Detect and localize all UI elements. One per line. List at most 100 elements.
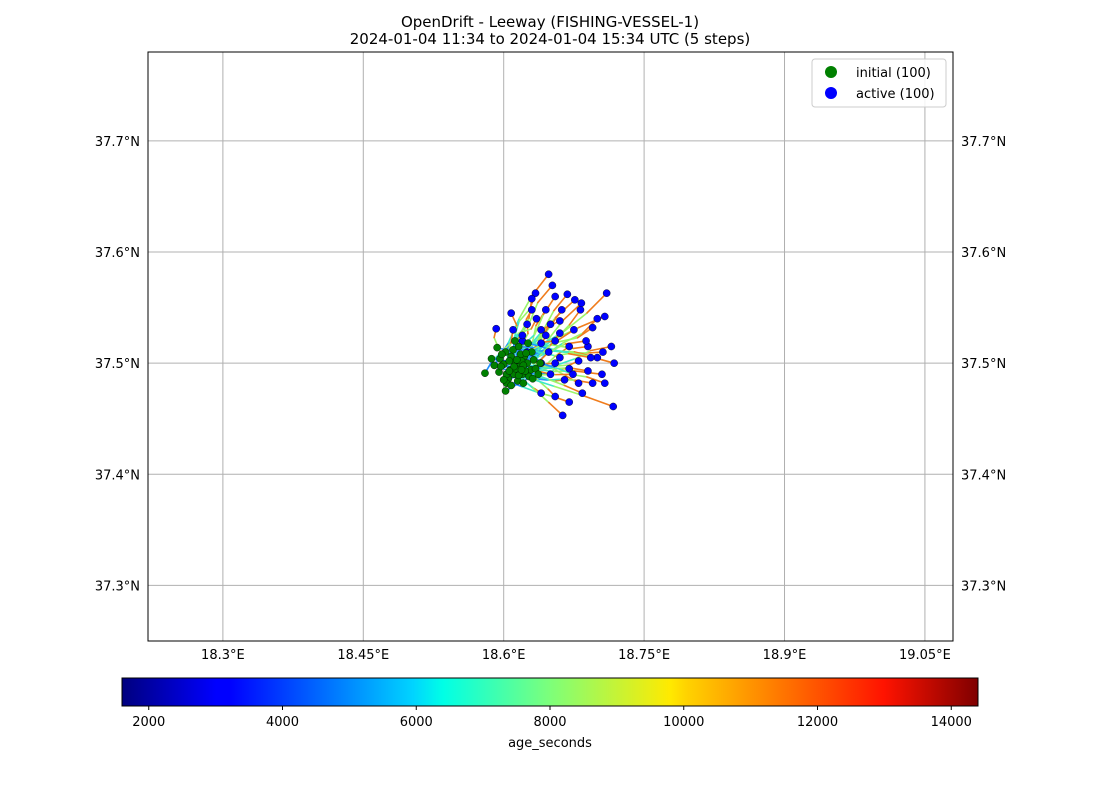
active-particle [542,331,550,340]
trajectory-segment [574,374,588,378]
active-particle [551,359,559,367]
colorbar-tick-label: 10000 [663,715,704,730]
y-tick-label-left: 37.7°N [95,135,140,150]
active-particle [560,376,569,384]
chart-subtitle: 2024-01-04 11:34 to 2024-01-04 15:34 UTC… [350,30,750,48]
y-tick-label-right: 37.3°N [961,579,1006,594]
active-particle [607,342,616,351]
initial-particle [528,374,537,383]
trajectory-segment [581,394,615,408]
initial-particle [517,366,526,374]
trajectory-segment [549,343,567,352]
y-tick-label-right: 37.6°N [961,246,1006,261]
active-particle [546,370,555,379]
active-particle [574,357,583,365]
colorbar: 2000 4000 6000 8000 10000 12000 14000 age_seco… [121,677,979,751]
active-particle [574,379,583,387]
legend-box [811,58,947,108]
active-particle [537,339,545,347]
initial-particle [522,349,530,357]
active-particle [582,337,590,345]
active-particle [586,353,595,362]
colorbar-tick-label: 14000 [931,715,972,730]
trajectory-segment [538,344,552,357]
active-particle [556,329,564,337]
y-tick-label-right: 37.5°N [961,357,1006,372]
initial-particle [497,362,505,371]
active-particle [563,290,572,299]
y-tick-label-left: 37.4°N [95,468,140,483]
trajectory-segment [534,376,550,391]
trajectory-segment [553,385,583,397]
x-tick-label: 18.9°E [763,648,807,663]
active-particle [600,379,609,387]
colorbar-tick-label: 8000 [533,715,566,730]
legend-label-initial: initial (100) [856,66,931,81]
active-particle [556,353,564,362]
chart-title: OpenDrift - Leeway (FISHING-VESSEL-1) [401,13,699,31]
trajectory-segment [568,351,592,358]
initial-particle [524,339,532,347]
active-particle [537,326,545,334]
active-particle [610,359,618,367]
y-tick-label-right: 37.7°N [961,135,1006,150]
x-tick-label: 18.45°E [337,648,389,663]
legend-marker-initial [825,66,837,78]
y-tick-label-left: 37.5°N [95,357,140,372]
trajectory-segment [586,292,608,314]
initial-particle [510,362,518,371]
trajectory-segment [563,312,588,332]
active-particle [518,331,527,340]
initial-particle [499,376,508,384]
initial-particle [498,350,506,359]
trajectory-segment [542,355,556,369]
x-tick-label: 18.75°E [618,648,670,663]
colorbar-ticks: 2000 4000 6000 8000 10000 12000 14000 [132,706,972,730]
trajectory-segment [556,357,576,366]
active-particle [527,294,536,303]
active-particle [558,411,567,420]
initial-particle [534,370,543,379]
initial-particle [536,359,545,367]
y-tick-label-right: 37.4°N [961,468,1006,483]
particle-points [481,270,618,420]
legend-label-active: active (100) [856,87,935,102]
initial-particle [511,337,519,345]
y-tick-label-left: 37.3°N [95,579,140,594]
initial-particle [519,379,528,387]
initial-particle [493,343,501,352]
trajectory-segment [555,364,571,367]
active-particle [527,306,536,314]
active-particle [565,342,574,351]
active-particle [531,289,540,297]
initial-particle [487,354,496,363]
trajectory-segment [562,302,583,321]
active-particle [577,299,586,307]
colorbar-label: age_seconds [508,736,592,751]
y-tick-label-left: 37.6°N [95,246,140,261]
initial-particle [513,356,521,364]
colorbar-gradient [121,677,979,707]
colorbar-tick-label: 6000 [400,715,433,730]
x-tick-label: 18.6°E [482,648,526,663]
active-particle [570,326,578,334]
legend: initial (100) active (100) [811,58,947,108]
initial-particle [490,361,499,370]
active-particle [551,292,559,301]
axis-tick-labels: 18.3°E 18.45°E 18.6°E 18.75°E 18.9°E 19.05°E 3… [95,135,1006,663]
active-particle [600,312,609,321]
trajectory-segment [533,313,545,336]
active-particle [565,398,574,406]
initial-particle [501,387,510,395]
active-particle [584,367,592,375]
legend-marker-active [825,87,837,99]
active-particle [593,353,602,362]
active-particle [598,370,606,379]
active-particle [588,323,597,332]
active-particle [523,320,531,329]
x-tick-label: 19.05°E [899,648,951,663]
initial-particle [529,356,538,364]
initial-particle [505,367,514,375]
trajectory-segment [542,309,555,331]
